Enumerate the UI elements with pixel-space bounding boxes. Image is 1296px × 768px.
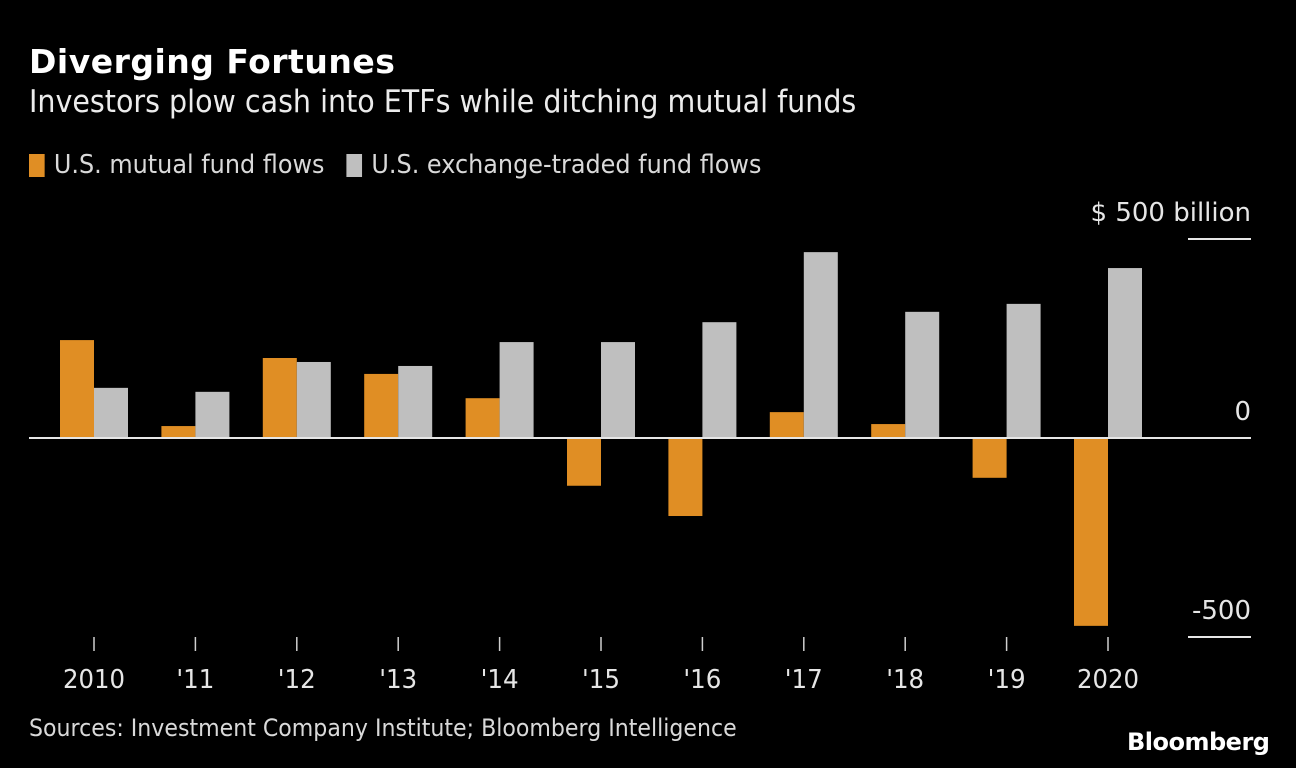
legend-item-etf: U.S. exchange-traded fund flows: [346, 150, 762, 180]
x-tick-label: '19: [988, 665, 1026, 695]
bar-mutual-fund-16: [668, 438, 703, 517]
bar-etf-11: [195, 391, 230, 438]
legend-swatch-etf: [346, 153, 363, 177]
bar-mutual-fund-11: [161, 426, 196, 438]
x-tick-label: '16: [683, 665, 721, 695]
x-tick-label: '14: [481, 665, 519, 695]
y-tick-label: $ 500 billion: [1091, 198, 1251, 228]
bar-etf-12: [296, 361, 331, 438]
bar-mutual-fund-13: [364, 373, 399, 438]
bar-etf-13: [398, 365, 433, 438]
bar-mutual-fund-2010: [60, 340, 94, 438]
legend-label-mutual-fund: U.S. mutual fund flows: [53, 150, 325, 180]
x-tick-label: '17: [785, 665, 823, 695]
x-tick-label: '18: [886, 665, 924, 695]
bar-etf-14: [499, 342, 534, 438]
bar-etf-16: [702, 322, 737, 438]
x-tick-label: '13: [379, 665, 417, 695]
y-tick-label: -500: [1192, 596, 1251, 626]
legend-swatch-mutual-fund: [29, 153, 45, 177]
y-tick-label: 0: [1234, 397, 1251, 427]
legend-item-mutual-fund: U.S. mutual fund flows: [29, 150, 325, 180]
bar-mutual-fund-12: [262, 358, 297, 438]
legend-label-etf: U.S. exchange-traded fund flows: [371, 150, 762, 180]
bar-mutual-fund-17: [769, 412, 804, 438]
bar-mutual-fund-19: [972, 438, 1007, 478]
bar-etf-17: [803, 252, 838, 438]
bloomberg-logo: Bloomberg: [1127, 728, 1270, 756]
bar-mutual-fund-2020: [1074, 438, 1108, 626]
legend: U.S. mutual fund flows U.S. exchange-tra…: [29, 150, 784, 180]
chart-title: Diverging Fortunes: [29, 42, 396, 81]
bar-mutual-fund-15: [567, 438, 601, 486]
x-tick-label: 2010: [63, 665, 125, 695]
chart-subtitle: Investors plow cash into ETFs while ditc…: [29, 84, 857, 120]
bar-etf-2020: [1108, 268, 1142, 438]
bar-etf-2010: [94, 387, 128, 438]
x-tick-label: 2020: [1077, 665, 1139, 695]
x-tick-label: '15: [582, 665, 620, 695]
bar-mutual-fund-18: [871, 424, 906, 438]
x-tick-label: '12: [278, 665, 316, 695]
bar-etf-18: [905, 311, 940, 438]
bar-etf-15: [601, 342, 635, 438]
source-note: Sources: Investment Company Institute; B…: [29, 714, 737, 742]
bar-etf-19: [1006, 303, 1041, 438]
bar-mutual-fund-14: [465, 398, 500, 438]
x-tick-label: '11: [176, 665, 214, 695]
